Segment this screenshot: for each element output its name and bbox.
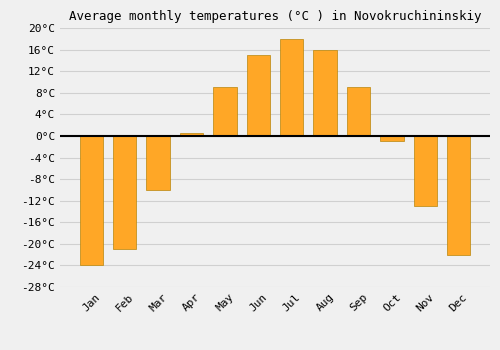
Title: Average monthly temperatures (°C ) in Novokruchininskiy: Average monthly temperatures (°C ) in No…: [69, 10, 481, 23]
Bar: [180, 133, 203, 136]
Bar: [347, 88, 370, 136]
Bar: [80, 136, 103, 265]
Bar: [213, 88, 236, 136]
Bar: [246, 55, 270, 136]
Bar: [380, 136, 404, 141]
Bar: [113, 136, 136, 249]
Bar: [280, 39, 303, 136]
Bar: [146, 136, 170, 190]
Bar: [414, 136, 437, 206]
Bar: [447, 136, 470, 255]
Bar: [314, 50, 337, 136]
